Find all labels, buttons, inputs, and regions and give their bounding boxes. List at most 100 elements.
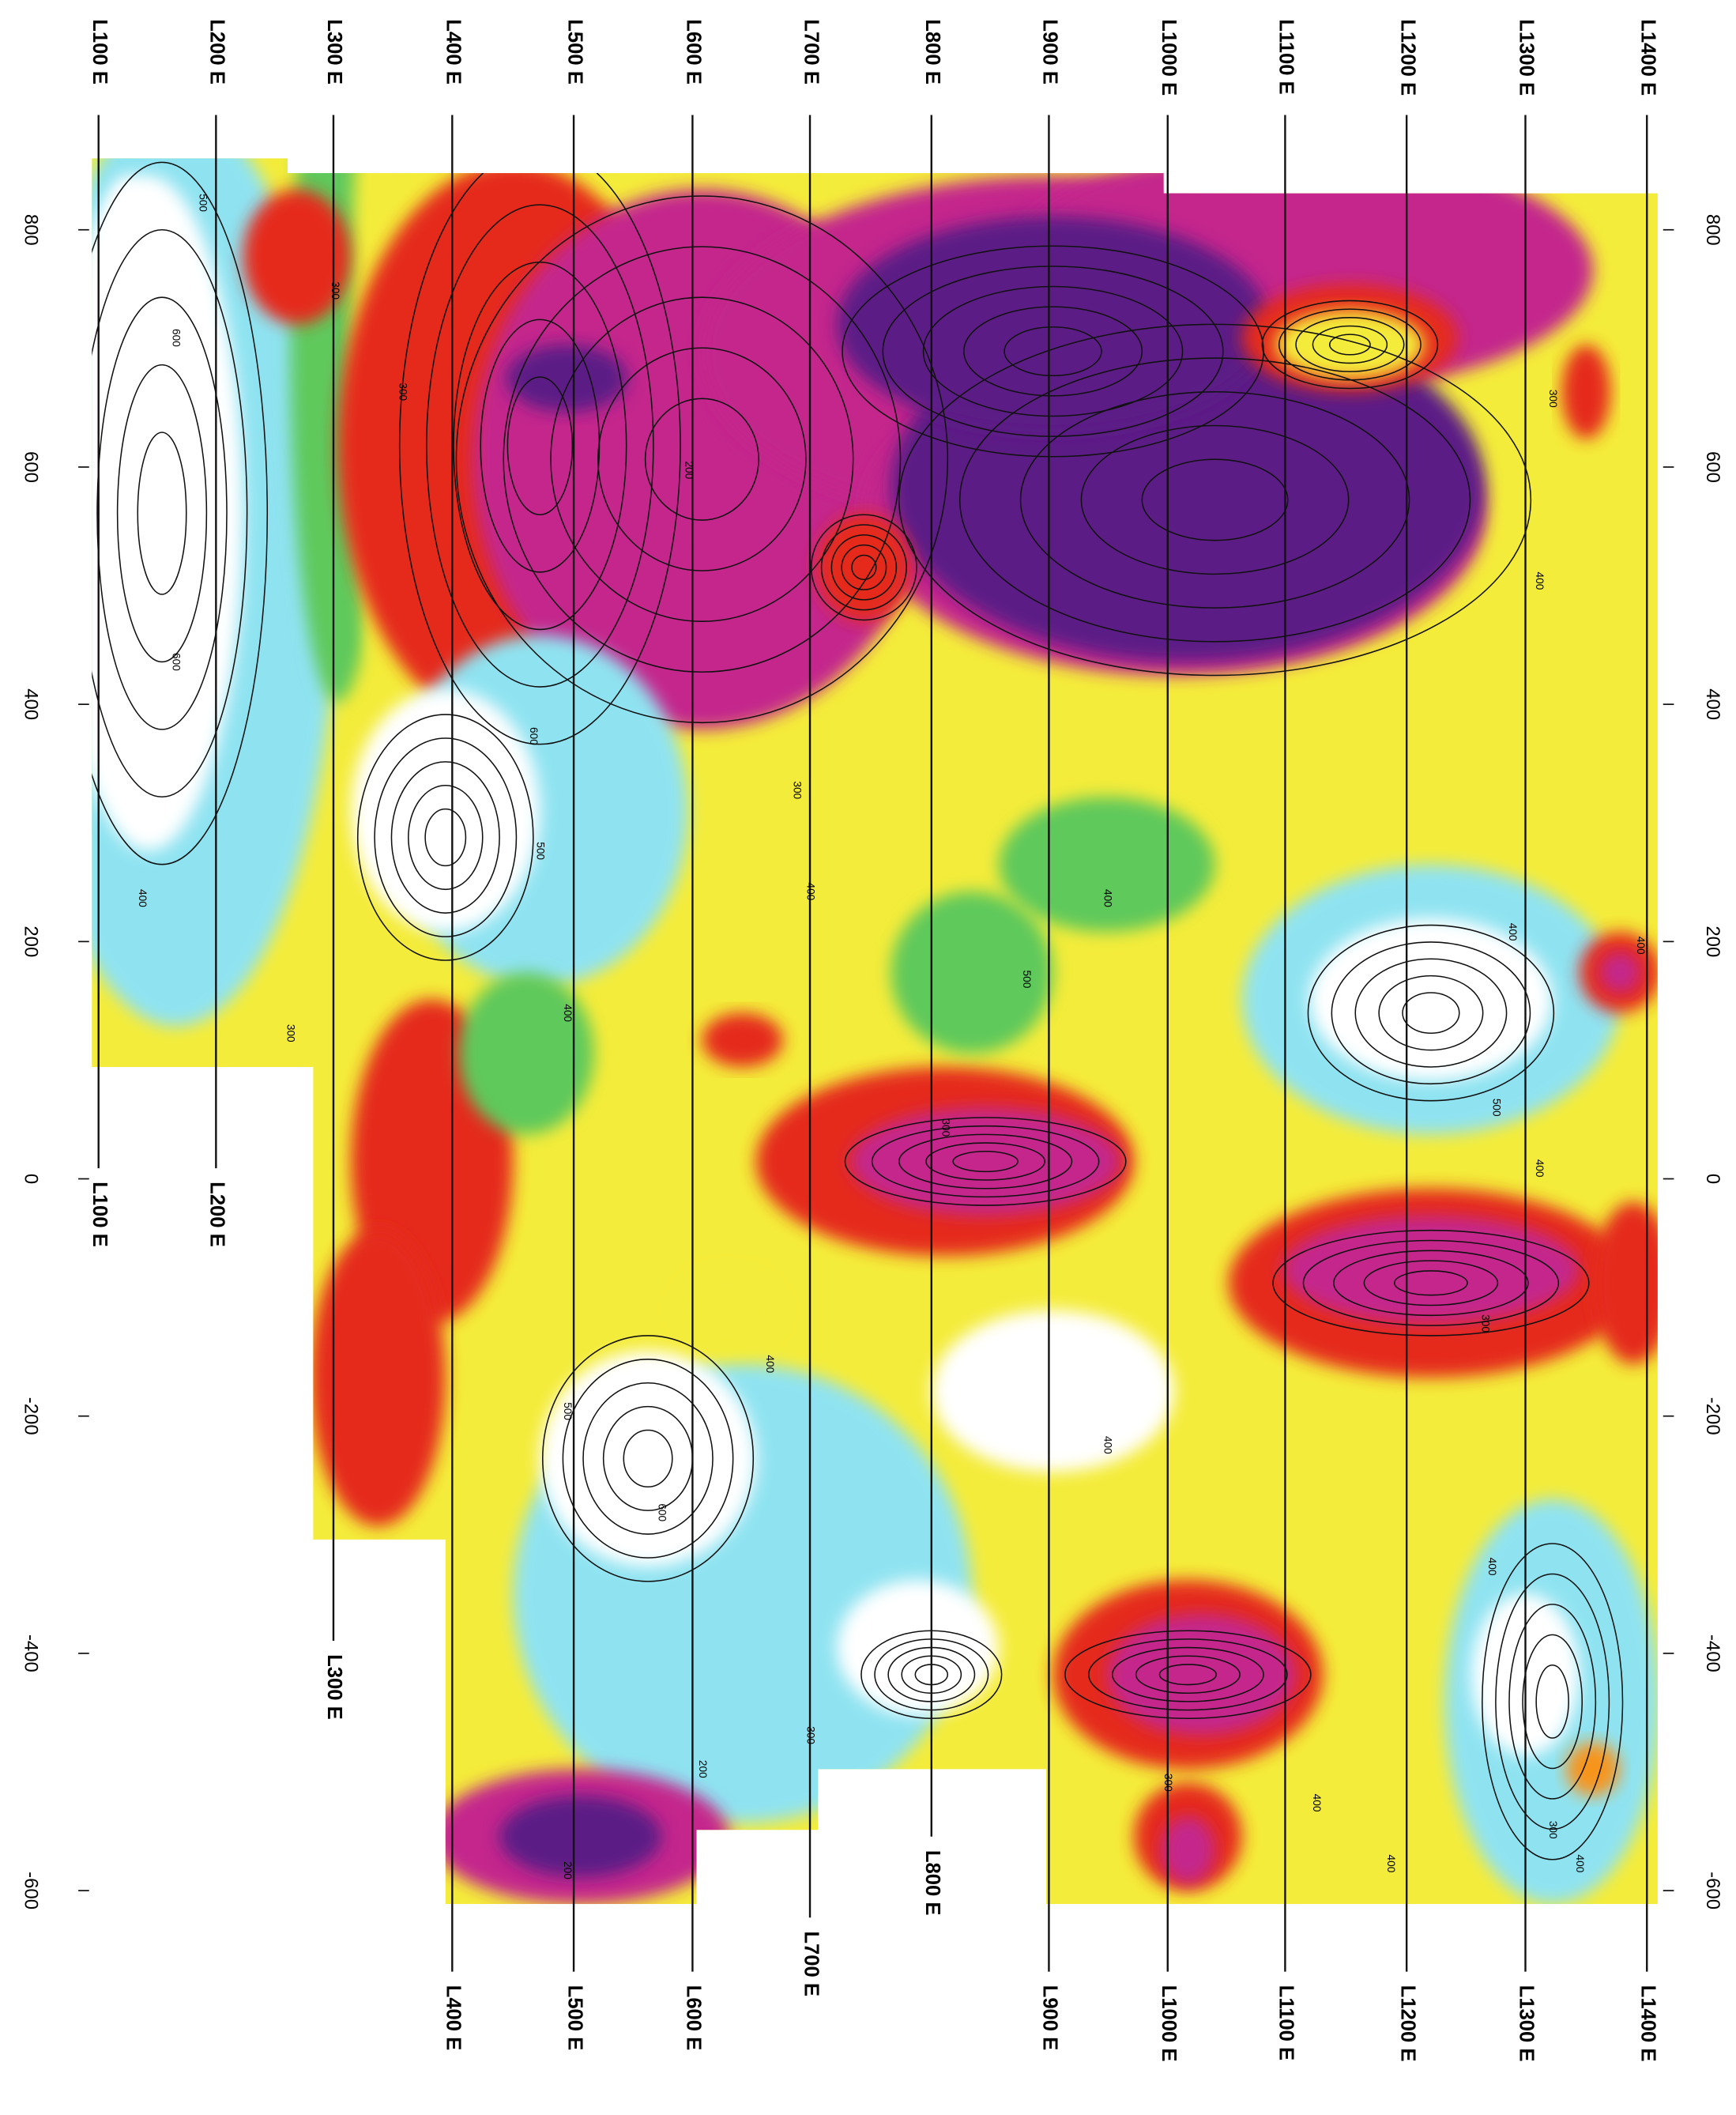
y-tick-label: 200: [20, 926, 41, 957]
contour-label: 400: [562, 1004, 574, 1022]
contour-label: 400: [764, 1355, 776, 1373]
line-label-bottom: L1200 E: [1396, 1985, 1418, 2062]
y-tick-label: 400: [20, 688, 41, 720]
contour-label: 400: [1486, 1558, 1498, 1576]
contour-label: 400: [1101, 1436, 1113, 1454]
line-label-bottom: L400 E: [442, 1985, 465, 2051]
color-zone: [837, 1580, 999, 1715]
color-zone: [817, 514, 912, 622]
color-zone: [499, 1796, 661, 1877]
color-zone: [850, 1107, 1120, 1216]
contour-label: 400: [1635, 937, 1647, 955]
line-label-top: L300 E: [323, 19, 345, 85]
contour-label: 300: [940, 1118, 951, 1137]
contour-label: 300: [397, 383, 409, 401]
y-tick-label: 600: [1702, 451, 1723, 483]
color-zone: [1161, 1816, 1214, 1883]
contour-label: 300: [791, 781, 803, 799]
color-zone: [932, 1310, 1175, 1472]
line-label-top: L600 E: [683, 19, 705, 85]
line-label-top: L1000 E: [1158, 19, 1180, 96]
line-label-bottom: L600 E: [683, 1985, 705, 2051]
line-label-top: L1300 E: [1516, 19, 1538, 96]
line-label-bottom: L1400 E: [1636, 1985, 1659, 2062]
line-label-bottom: L1100 E: [1275, 1985, 1297, 2060]
color-zone: [351, 689, 540, 933]
contour-label: 200: [683, 461, 695, 479]
line-label-top: L200 E: [206, 19, 228, 85]
contour-label: 300: [285, 1024, 297, 1042]
line-label-bottom: L900 E: [1039, 1985, 1061, 2051]
contour-label: 500: [1490, 1099, 1502, 1117]
y-tick-label: -400: [1702, 1634, 1723, 1672]
y-tick-label: 0: [1702, 1174, 1723, 1184]
line-label-bottom: L500 E: [563, 1985, 586, 2051]
contour-label: 600: [528, 727, 540, 745]
y-tick-label: 400: [1702, 688, 1723, 720]
contour-label: 400: [137, 889, 149, 907]
color-zone: [1593, 1202, 1674, 1364]
line-label-top: L1100 E: [1275, 19, 1297, 94]
contour-label: 300: [1547, 1821, 1559, 1839]
color-zone: [1309, 918, 1553, 1080]
line-label-bottom: L700 E: [800, 1931, 822, 1996]
y-tick-label: 800: [1702, 214, 1723, 246]
color-zone: [999, 797, 1214, 932]
contour-label: 300: [1162, 1774, 1174, 1792]
contour-label: 400: [804, 882, 816, 900]
page: L100 E L200 E L300 E L400 E L500 E L600 E L700…: [0, 0, 1736, 2115]
color-zone: [243, 190, 352, 325]
color-zone: [1107, 1614, 1296, 1736]
line-label-bottom: L300 E: [323, 1654, 345, 1720]
line-label-bottom: L100 E: [88, 1182, 111, 1247]
y-tick-label: 200: [1702, 926, 1723, 957]
contour-label: 200: [697, 1760, 709, 1778]
contour-label: 400: [1507, 923, 1519, 941]
line-label-bottom: L1300 E: [1516, 1985, 1538, 2062]
y-tick-label: -600: [1702, 1872, 1723, 1910]
contour-label: 300: [1480, 1314, 1492, 1333]
line-label-top: L1200 E: [1396, 19, 1418, 96]
y-tick-label: 800: [20, 214, 41, 246]
line-label-top: L500 E: [563, 19, 586, 85]
line-label-top: L100 E: [88, 19, 111, 85]
line-label-top: L1400 E: [1636, 19, 1659, 96]
contour-label: 400: [1101, 889, 1113, 907]
contour-label: 500: [1021, 971, 1033, 989]
contour-label: 200: [562, 1861, 574, 1879]
color-zone: [1599, 952, 1640, 993]
y-tick-label: -400: [20, 1634, 41, 1672]
y-tick-label: -200: [20, 1397, 41, 1435]
contour-label: 300: [804, 1726, 816, 1744]
contour-label: 400: [1385, 1855, 1397, 1873]
y-tick-label: -600: [20, 1872, 41, 1910]
color-zone: [88, 175, 169, 446]
line-label-top: L900 E: [1039, 19, 1061, 85]
contour-map: L100 E L200 E L300 E L400 E L500 E L600 E L700…: [0, 0, 1736, 2115]
contour-label: 600: [657, 1503, 668, 1521]
contour-label: 400: [1534, 1159, 1546, 1178]
color-zone: [702, 1013, 783, 1067]
line-label-top: L700 E: [800, 19, 822, 85]
color-zone: [675, 1269, 783, 1351]
contour-label: 400: [1311, 1794, 1323, 1812]
color-zone: [1562, 345, 1611, 439]
y-tick-label: 0: [20, 1174, 41, 1184]
line-label-bottom: L1000 E: [1158, 1985, 1180, 2062]
contour-label: 400: [1574, 1855, 1586, 1873]
y-tick-label: 600: [20, 451, 41, 483]
line-label-top: L400 E: [442, 19, 465, 85]
contour-label: 600: [170, 653, 182, 671]
contour-label: 500: [562, 1402, 574, 1420]
contour-label: 300: [330, 281, 341, 300]
contour-label: 500: [198, 194, 209, 212]
line-label-bottom: L200 E: [206, 1182, 228, 1247]
contour-label: 400: [1534, 572, 1546, 590]
contour-label: 500: [535, 842, 547, 860]
contour-label: 300: [1547, 390, 1559, 408]
y-tick-label: -200: [1702, 1397, 1723, 1435]
color-zone: [311, 1229, 446, 1526]
line-label-top: L800 E: [921, 19, 943, 85]
color-zone: [506, 345, 628, 412]
contour-label: 600: [170, 329, 182, 347]
